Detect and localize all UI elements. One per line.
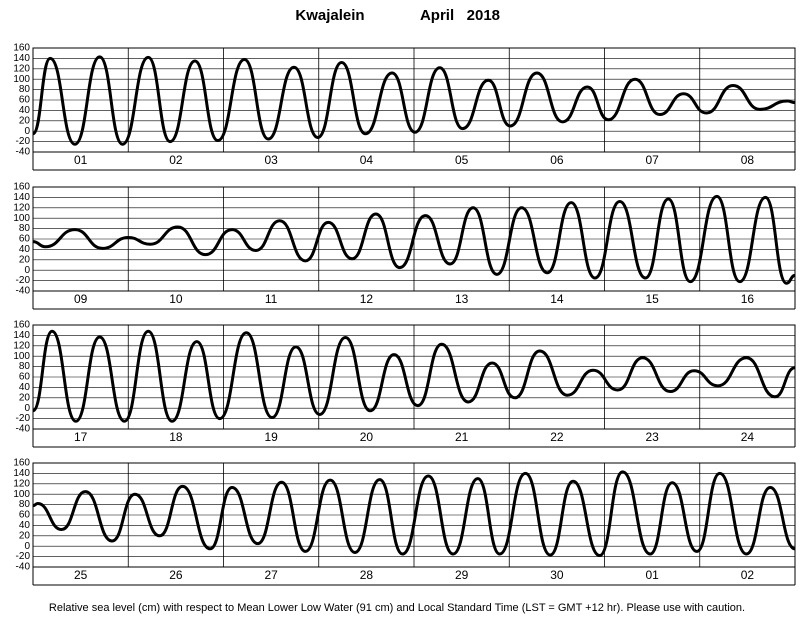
y-tick-label: 80	[19, 361, 31, 372]
plot-frame	[32, 47, 796, 153]
x-tick-label: 17	[74, 430, 88, 444]
x-tick-label: 16	[741, 292, 755, 306]
y-tick-label: 100	[13, 489, 30, 500]
x-tick-label: 10	[169, 292, 183, 306]
y-tick-label: 60	[19, 372, 31, 383]
footnote: Relative sea level (cm) with respect to …	[49, 602, 745, 614]
y-tick-label: 20	[19, 392, 31, 403]
y-tick-label: 160	[13, 182, 30, 193]
chart-title: Kwajalein	[295, 7, 364, 24]
y-tick-label: 160	[13, 458, 30, 469]
x-tick-label: 14	[550, 292, 564, 306]
x-tick-label: 02	[741, 568, 755, 582]
y-tick-label: -40	[16, 424, 31, 435]
y-tick-label: 20	[19, 530, 31, 541]
y-tick-label: 140	[13, 330, 30, 341]
plot-frame	[32, 186, 796, 292]
y-tick-label: 40	[19, 382, 31, 393]
y-tick-label: 140	[13, 192, 30, 203]
x-tick-label: 04	[360, 153, 374, 167]
x-tick-label: 03	[264, 153, 278, 167]
y-tick-label: 100	[13, 74, 30, 85]
x-tick-label: 30	[550, 568, 564, 582]
y-tick-label: 0	[24, 126, 30, 137]
x-tick-label: 09	[74, 292, 88, 306]
y-tick-label: -40	[16, 562, 31, 573]
x-tick-label: 18	[169, 430, 183, 444]
y-tick-label: 80	[19, 499, 31, 510]
x-tick-label: 27	[264, 568, 278, 582]
y-tick-label: -40	[16, 147, 31, 158]
x-tick-label: 15	[645, 292, 659, 306]
x-tick-label: 28	[360, 568, 374, 582]
y-tick-label: 100	[13, 351, 30, 362]
x-tick-label: 20	[360, 430, 374, 444]
y-tick-label: -20	[16, 275, 31, 286]
y-tick-label: 120	[13, 340, 30, 351]
y-tick-label: 140	[13, 53, 30, 64]
x-tick-label: 12	[360, 292, 374, 306]
tide-line	[31, 55, 796, 146]
y-tick-label: 40	[19, 244, 31, 255]
y-tick-label: -20	[16, 551, 31, 562]
x-tick-label: 01	[74, 153, 88, 167]
x-tick-label: 05	[455, 153, 469, 167]
x-tick-label: 25	[74, 568, 88, 582]
x-tick-label: 07	[645, 153, 659, 167]
x-tick-label: 11	[265, 292, 278, 306]
x-tick-label: 02	[169, 153, 183, 167]
y-tick-label: 60	[19, 234, 31, 245]
plot-frame	[32, 462, 796, 568]
x-tick-label: 13	[455, 292, 469, 306]
tide-line	[32, 470, 796, 558]
x-tick-label: 23	[645, 430, 659, 444]
y-tick-label: 20	[19, 254, 31, 265]
y-tick-label: -40	[16, 286, 31, 297]
y-tick-label: 80	[19, 84, 31, 95]
plot-frame	[32, 324, 796, 430]
tide-line	[31, 329, 796, 423]
x-tick-label: 29	[455, 568, 469, 582]
y-tick-label: 80	[19, 223, 31, 234]
x-tick-label: 01	[645, 568, 659, 582]
y-tick-label: 120	[13, 63, 30, 74]
x-tick-label: 26	[169, 568, 183, 582]
x-tick-label: 22	[550, 430, 564, 444]
y-tick-label: 120	[13, 478, 30, 489]
y-tick-label: 40	[19, 520, 31, 531]
y-tick-label: 100	[13, 213, 30, 224]
x-tick-label: 24	[741, 430, 755, 444]
y-tick-label: 0	[24, 541, 30, 552]
y-tick-label: 60	[19, 510, 31, 521]
tide-line	[32, 194, 796, 285]
y-tick-label: 160	[13, 320, 30, 331]
x-tick-label: 21	[455, 430, 469, 444]
y-tick-label: 40	[19, 105, 31, 116]
y-tick-label: 140	[13, 468, 30, 479]
y-tick-label: 0	[24, 265, 30, 276]
chart-date: April 2018	[420, 7, 500, 24]
y-tick-label: 0	[24, 403, 30, 414]
y-tick-label: -20	[16, 413, 31, 424]
y-tick-label: 60	[19, 95, 31, 106]
y-tick-label: 120	[13, 202, 30, 213]
x-tick-label: 06	[550, 153, 564, 167]
y-tick-label: 160	[13, 43, 30, 54]
y-tick-label: 20	[19, 115, 31, 126]
y-tick-label: -20	[16, 136, 31, 147]
x-tick-label: 19	[264, 430, 278, 444]
x-tick-label: 08	[741, 153, 755, 167]
